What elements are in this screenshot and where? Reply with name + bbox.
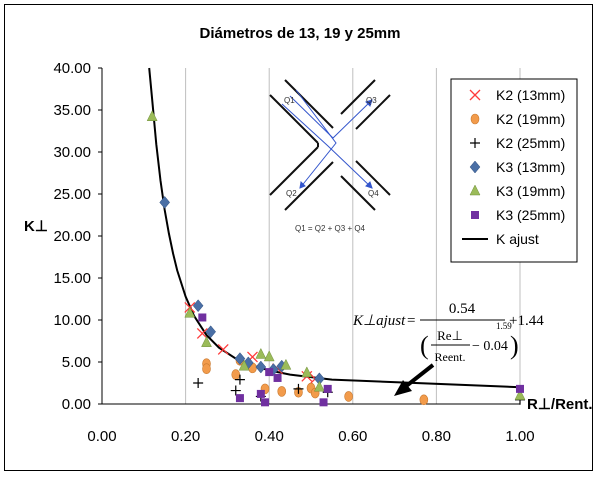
data-point-k2-19mm — [202, 363, 211, 375]
formula-minus: − 0.04 — [472, 339, 508, 354]
cross-pipe-icon — [269, 79, 391, 211]
data-point-k3-25mm — [235, 394, 244, 403]
pipe-junction-diagram: Q1 Q2 Q3 Q4 Q1 = Q2 + Q3 + Q4 — [269, 79, 391, 233]
y-axis-label: K⊥ — [24, 218, 48, 235]
legend-label-k2-19mm: K2 (19mm) — [496, 111, 565, 127]
legend-marker-k3-13mm — [469, 160, 481, 174]
formula-exponent: 1.59 — [496, 321, 512, 331]
data-point-k2-19mm — [419, 394, 429, 406]
legend-box — [450, 78, 578, 263]
data-point-k3-19mm — [184, 306, 196, 318]
legend-label-k3-19mm: K3 (19mm) — [496, 183, 565, 199]
legend-label-k3-13mm: K3 (13mm) — [496, 159, 565, 175]
inset-label-q3: Q3 — [366, 96, 377, 105]
inset-label-q2: Q2 — [286, 189, 297, 198]
data-point-k3-13mm — [234, 352, 246, 366]
inset-label-q4: Q4 — [368, 189, 379, 198]
formula-plus: +1.44 — [509, 313, 544, 329]
inset-label-q1: Q1 — [284, 96, 295, 105]
pointer-arrow — [394, 363, 435, 396]
data-points-layer — [146, 110, 526, 407]
data-point-k3-19mm — [238, 359, 250, 371]
legend-label-k-ajust: K ajust — [496, 231, 539, 247]
y-tick-label: 35.00 — [53, 102, 91, 119]
data-point-k3-25mm — [256, 389, 265, 398]
inset-equation: Q1 = Q2 + Q3 + Q4 — [295, 224, 366, 233]
data-point-k3-25mm — [198, 313, 207, 322]
data-point-k3-19mm — [514, 389, 526, 400]
data-point-k3-13mm — [205, 325, 217, 339]
flow-arrows — [281, 89, 373, 189]
data-point-k2-19mm — [344, 391, 353, 402]
legend: K2 (13mm) K2 (19mm) K2 (25mm) K3 (13mm) K3 (… — [450, 78, 578, 263]
data-point-k3-19mm — [313, 380, 325, 392]
formula-paren-right: ) — [510, 331, 519, 360]
data-point-k2-13mm — [217, 343, 229, 355]
y-tick-label: 0.00 — [62, 396, 91, 413]
data-point-k3-19mm — [280, 358, 292, 370]
legend-marker-k2-25mm — [470, 138, 480, 148]
axes-layer — [98, 67, 520, 405]
data-point-k3-25mm — [323, 384, 332, 393]
tick-labels: 0.00 0.20 0.40 0.60 0.80 1.00 0.00 5.00 10.00 15.… — [53, 60, 534, 445]
y-tick-label: 15.00 — [53, 270, 91, 287]
data-point-k2-25mm — [230, 385, 241, 396]
chart-title: Diámetros de 13, 19 y 25mm — [200, 25, 401, 42]
formula-numerator: 0.54 — [449, 301, 476, 317]
fit-formula: K⊥ajust = 0.54 ( Re⊥ Reent. − 0.04 ) 1.5… — [352, 301, 544, 364]
data-point-k3-13mm — [192, 299, 204, 313]
data-point-k2-25mm — [193, 378, 204, 388]
y-tick-label: 20.00 — [53, 228, 91, 245]
data-point-k3-19mm — [301, 366, 313, 378]
data-point-k2-25mm — [234, 374, 245, 385]
x-tick-label: 0.00 — [87, 428, 116, 445]
x-tick-label: 0.60 — [338, 428, 367, 445]
x-axis-label: R⊥/Rent. — [527, 396, 593, 413]
legend-label-k3-25mm: K3 (25mm) — [496, 207, 565, 223]
y-tick-label: 25.00 — [53, 186, 91, 203]
data-point-k2-25mm — [293, 383, 304, 394]
legend-marker-k3-25mm — [471, 211, 479, 219]
legend-marker-k2-13mm — [469, 89, 481, 101]
data-point-k2-19mm — [231, 369, 241, 380]
data-point-k3-19mm — [146, 110, 158, 121]
x-tick-label: 0.40 — [255, 428, 284, 445]
formula-equals: = — [407, 313, 415, 329]
data-point-k3-25mm — [319, 398, 328, 407]
formula-inner-numerator: Re⊥ — [437, 328, 463, 343]
data-point-k2-13mm — [196, 327, 208, 339]
data-point-k3-19mm — [201, 336, 212, 347]
data-point-k3-19mm — [255, 347, 267, 359]
legend-label-k2-13mm: K2 (13mm) — [496, 87, 565, 103]
data-point-k3-19mm — [263, 350, 275, 362]
data-point-k2-19mm — [277, 386, 287, 397]
y-tick-label: 40.00 — [53, 60, 91, 77]
x-tick-label: 0.20 — [171, 428, 200, 445]
y-tick-label: 5.00 — [62, 354, 91, 371]
legend-marker-k3-19mm — [469, 184, 481, 196]
y-tick-label: 10.00 — [53, 312, 91, 329]
legend-marker-k2-19mm — [470, 113, 480, 125]
data-point-k3-25mm — [265, 368, 274, 377]
data-point-k3-13mm — [255, 360, 267, 374]
data-point-k3-25mm — [516, 384, 524, 393]
data-point-k3-13mm — [159, 196, 171, 209]
data-point-k3-25mm — [273, 373, 282, 382]
formula-inner-denominator: Reent. — [435, 350, 466, 364]
x-tick-label: 0.80 — [422, 428, 451, 445]
data-point-k3-25mm — [261, 398, 270, 407]
y-tick-label: 30.00 — [53, 144, 91, 161]
x-tick-label: 1.00 — [505, 428, 534, 445]
formula-paren-left: ( — [420, 331, 429, 360]
formula-lhs: K⊥ajust — [352, 313, 406, 329]
legend-label-k2-25mm: K2 (25mm) — [496, 135, 565, 151]
